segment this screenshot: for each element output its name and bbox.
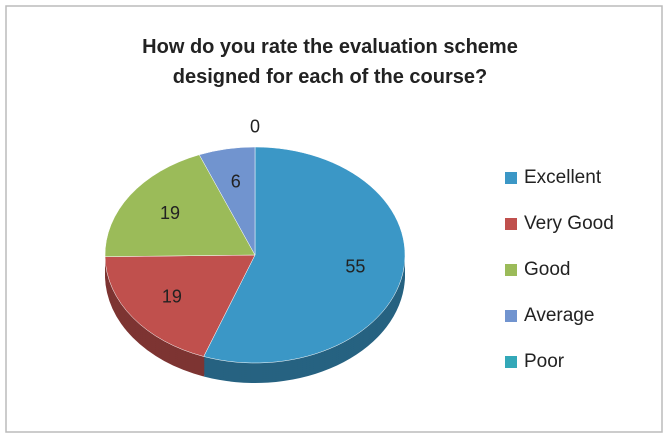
slice — [104, 154, 256, 257]
legend-swatch — [505, 218, 517, 230]
legend-swatch — [505, 172, 517, 184]
legend-swatch — [505, 356, 517, 368]
data-label: 6 — [231, 172, 241, 192]
data-label: 0 — [250, 116, 260, 136]
legend-label: Excellent — [524, 167, 602, 188]
data-label: 19 — [160, 203, 180, 223]
data-label: 55 — [345, 257, 365, 277]
legend-swatch — [505, 310, 517, 322]
legend-label: Very Good — [524, 213, 614, 234]
chart-title: How do you rate the evaluation scheme de… — [142, 36, 518, 88]
data-label: 19 — [162, 286, 182, 306]
legend-swatch — [505, 264, 517, 276]
legend-label: Good — [524, 259, 570, 280]
legend-label: Average — [524, 305, 594, 326]
slice — [203, 146, 406, 364]
slice — [104, 254, 256, 357]
legend-label: Poor — [524, 351, 565, 372]
slice — [198, 146, 256, 256]
